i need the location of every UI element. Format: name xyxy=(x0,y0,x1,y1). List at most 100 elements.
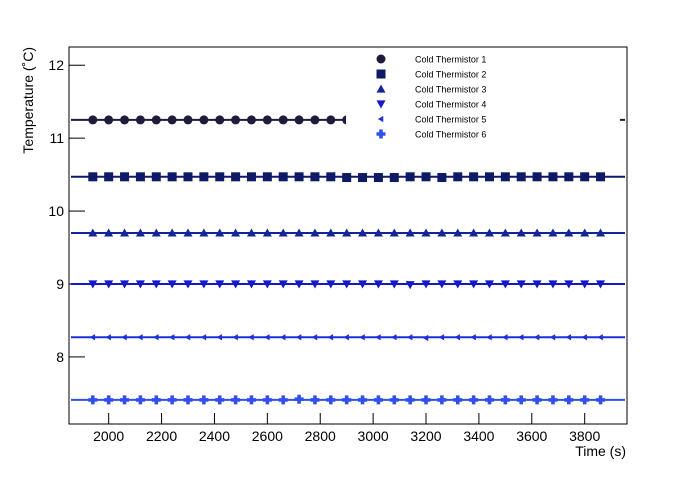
marker xyxy=(596,395,606,405)
marker xyxy=(453,172,463,182)
marker xyxy=(120,172,130,182)
marker xyxy=(405,281,415,290)
legend: Cold Thermistor 1 Cold Thermistor 2 Cold T… xyxy=(346,50,620,142)
marker xyxy=(278,395,288,405)
marker xyxy=(167,280,177,289)
marker xyxy=(199,172,209,182)
marker xyxy=(358,228,368,237)
marker xyxy=(486,334,492,341)
x-tick-label: 3000 xyxy=(358,428,389,444)
y-tick-label: 12 xyxy=(48,57,64,73)
marker xyxy=(484,395,494,405)
legend-marker xyxy=(376,100,386,109)
marker xyxy=(215,115,225,125)
marker xyxy=(280,334,286,341)
marker xyxy=(167,172,177,182)
marker xyxy=(437,228,447,237)
marker xyxy=(216,334,222,341)
marker xyxy=(532,395,542,405)
marker xyxy=(183,395,193,405)
marker xyxy=(246,115,256,125)
marker xyxy=(518,334,524,341)
marker xyxy=(278,115,288,125)
marker xyxy=(580,395,590,405)
marker xyxy=(484,228,494,237)
marker xyxy=(262,395,272,405)
marker xyxy=(88,172,98,182)
marker xyxy=(516,172,526,182)
x-tick-label: 3400 xyxy=(463,428,494,444)
marker xyxy=(135,228,145,237)
legend-label: Cold Thermistor 1 xyxy=(415,55,486,65)
marker xyxy=(422,334,429,342)
marker xyxy=(231,115,241,125)
x-tick-label: 2800 xyxy=(305,428,336,444)
x-tick-label: 2200 xyxy=(146,428,177,444)
marker xyxy=(88,228,98,237)
marker xyxy=(405,172,415,182)
marker xyxy=(246,228,256,237)
marker xyxy=(278,280,288,289)
marker xyxy=(548,395,558,405)
marker xyxy=(500,280,510,289)
marker xyxy=(151,228,161,237)
marker xyxy=(406,334,413,341)
marker xyxy=(359,334,365,341)
marker xyxy=(596,172,606,182)
marker xyxy=(105,334,111,341)
marker xyxy=(262,115,272,125)
marker xyxy=(469,228,479,237)
marker xyxy=(135,172,145,182)
marker xyxy=(532,172,542,182)
marker xyxy=(405,395,415,405)
marker xyxy=(231,228,241,237)
marker xyxy=(215,172,225,182)
marker xyxy=(120,228,130,237)
legend-label: Cold Thermistor 3 xyxy=(415,85,486,95)
marker xyxy=(389,173,399,183)
marker xyxy=(342,280,352,289)
marker xyxy=(310,280,320,289)
marker xyxy=(135,115,145,125)
marker xyxy=(375,334,381,341)
marker xyxy=(151,115,161,125)
marker xyxy=(278,228,288,237)
legend-marker xyxy=(376,54,386,64)
marker xyxy=(516,228,526,237)
marker xyxy=(437,280,447,289)
marker xyxy=(167,115,177,125)
marker xyxy=(184,334,191,341)
marker xyxy=(373,228,383,237)
marker xyxy=(121,334,127,341)
marker xyxy=(120,115,130,125)
marker xyxy=(246,395,256,405)
marker xyxy=(104,280,114,289)
marker xyxy=(421,172,431,182)
marker xyxy=(262,228,272,237)
marker xyxy=(120,395,130,405)
marker xyxy=(104,395,114,405)
marker xyxy=(326,395,336,405)
marker xyxy=(326,280,336,289)
marker xyxy=(310,395,320,405)
marker xyxy=(183,172,193,182)
marker xyxy=(532,228,542,237)
marker xyxy=(342,228,352,237)
marker xyxy=(358,280,368,289)
marker xyxy=(516,280,526,289)
marker xyxy=(564,280,574,289)
marker xyxy=(343,334,349,341)
marker xyxy=(278,172,288,182)
marker xyxy=(183,280,193,289)
marker xyxy=(151,172,161,182)
marker xyxy=(580,228,590,237)
marker xyxy=(342,395,352,405)
legend-label: Cold Thermistor 4 xyxy=(415,100,486,110)
marker xyxy=(358,395,368,405)
marker xyxy=(342,173,352,183)
marker xyxy=(469,395,479,405)
marker xyxy=(310,228,320,237)
legend-label: Cold Thermistor 2 xyxy=(415,70,486,80)
marker xyxy=(327,334,334,341)
